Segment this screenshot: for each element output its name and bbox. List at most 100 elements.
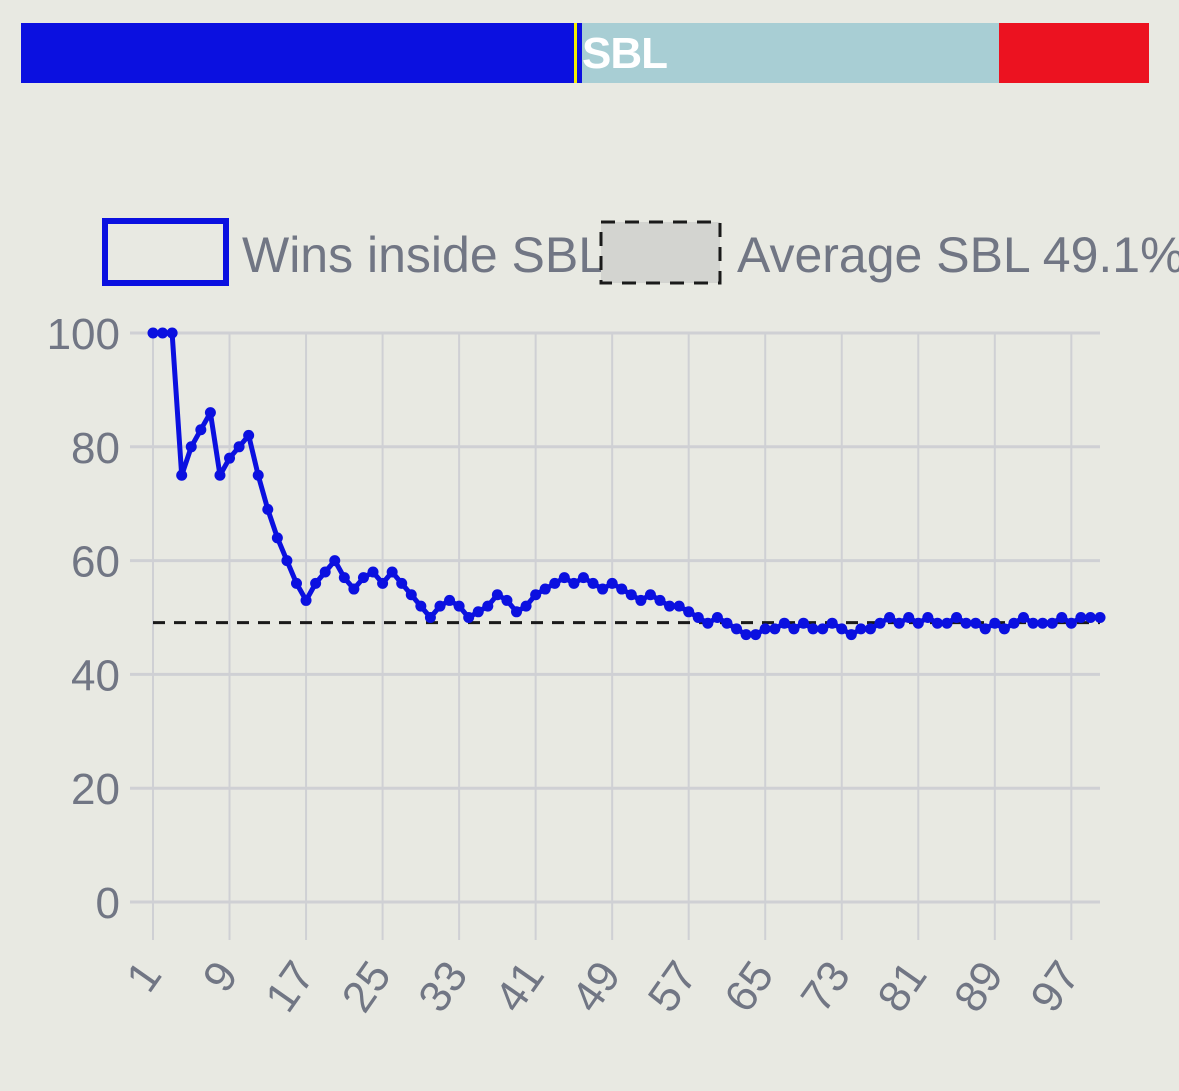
data-point — [683, 606, 695, 618]
color-segment-red — [999, 23, 1149, 83]
data-point — [740, 629, 752, 641]
color-segment-marker — [574, 23, 577, 83]
data-point — [577, 572, 589, 584]
data-point — [1027, 617, 1039, 629]
y-tick-label: 80 — [71, 424, 120, 473]
data-point — [1065, 617, 1077, 629]
data-point — [1084, 612, 1096, 623]
data-point — [424, 612, 436, 623]
x-tick-label: 81 — [868, 953, 936, 1021]
data-point — [252, 469, 264, 481]
data-point — [606, 577, 618, 589]
data-point — [511, 606, 523, 618]
y-tick-label: 0 — [96, 879, 120, 928]
data-point — [482, 600, 494, 612]
data-point — [864, 623, 876, 635]
axis-ticks: 0 20 40 60 80 100 1 9 17 25 33 41 49 57 65 73 81 89 97 — [47, 310, 1090, 1021]
data-point — [855, 623, 867, 635]
data-point — [310, 577, 322, 589]
data-point — [300, 594, 312, 606]
data-point — [214, 469, 226, 481]
data-point — [635, 594, 647, 606]
data-point — [711, 612, 723, 623]
data-point — [348, 583, 360, 595]
bar-label: SBL — [582, 29, 668, 78]
y-tick-label: 60 — [71, 538, 120, 587]
data-point — [979, 623, 991, 635]
y-tick-label: 20 — [71, 765, 120, 814]
plot-area — [147, 327, 1106, 641]
data-point — [960, 617, 972, 629]
data-point — [893, 617, 905, 629]
data-point — [530, 589, 542, 601]
data-point — [224, 452, 236, 464]
data-point — [807, 623, 819, 635]
data-point — [597, 583, 609, 595]
x-tick-label: 1 — [117, 953, 171, 1001]
data-point — [233, 441, 245, 453]
data-point — [1075, 612, 1087, 623]
data-point — [664, 600, 676, 612]
data-point — [654, 594, 666, 606]
x-tick-label: 65 — [715, 953, 783, 1021]
data-point — [1046, 617, 1058, 629]
color-segment-light: SBL — [582, 23, 999, 83]
color-segment-divider — [577, 23, 582, 83]
x-tick-label: 17 — [256, 953, 324, 1021]
data-point — [415, 600, 427, 612]
data-point — [501, 594, 513, 606]
color-segment-blue — [21, 23, 574, 83]
x-tick-label: 73 — [792, 953, 860, 1021]
data-point — [453, 600, 465, 612]
x-tick-label: 57 — [639, 953, 707, 1021]
data-point — [788, 623, 800, 635]
data-point — [185, 441, 197, 453]
data-point — [903, 612, 915, 623]
data-point — [702, 617, 714, 629]
data-point — [912, 617, 924, 629]
data-point — [625, 589, 637, 601]
data-point — [836, 623, 848, 635]
x-tick-label: 33 — [409, 953, 477, 1021]
data-point — [290, 577, 302, 589]
data-point — [797, 617, 809, 629]
data-point — [721, 617, 733, 629]
data-point — [271, 532, 283, 544]
grid — [130, 331, 1100, 940]
data-point — [386, 566, 398, 578]
data-point — [874, 617, 886, 629]
data-point — [558, 572, 570, 584]
data-point — [1094, 612, 1106, 623]
legend-series-swatch[interactable] — [102, 218, 229, 286]
data-point — [262, 503, 274, 515]
data-point — [338, 572, 350, 584]
data-point — [549, 577, 561, 589]
data-point — [616, 583, 628, 595]
data-point — [1018, 612, 1030, 623]
x-tick-label: 49 — [562, 953, 630, 1021]
team-color-bar: SBL — [21, 23, 1149, 83]
data-point — [692, 612, 704, 623]
data-point — [845, 629, 857, 641]
data-point — [998, 623, 1010, 635]
x-tick-label: 97 — [1021, 953, 1089, 1021]
legend-average-swatch[interactable] — [599, 220, 722, 285]
data-point — [166, 327, 178, 339]
data-point — [778, 617, 790, 629]
data-point — [941, 617, 953, 629]
data-point — [539, 583, 551, 595]
data-point — [472, 606, 484, 618]
data-point — [444, 594, 456, 606]
data-point — [377, 577, 389, 589]
data-point — [434, 600, 446, 612]
data-point — [491, 589, 503, 601]
y-tick-label: 100 — [47, 310, 120, 359]
data-point — [281, 555, 293, 567]
data-point — [922, 612, 934, 623]
data-point — [951, 612, 963, 623]
data-point — [147, 327, 159, 339]
data-point — [568, 577, 580, 589]
legend-average-label[interactable]: Average SBL 49.1% — [737, 227, 1179, 283]
data-point — [587, 577, 599, 589]
